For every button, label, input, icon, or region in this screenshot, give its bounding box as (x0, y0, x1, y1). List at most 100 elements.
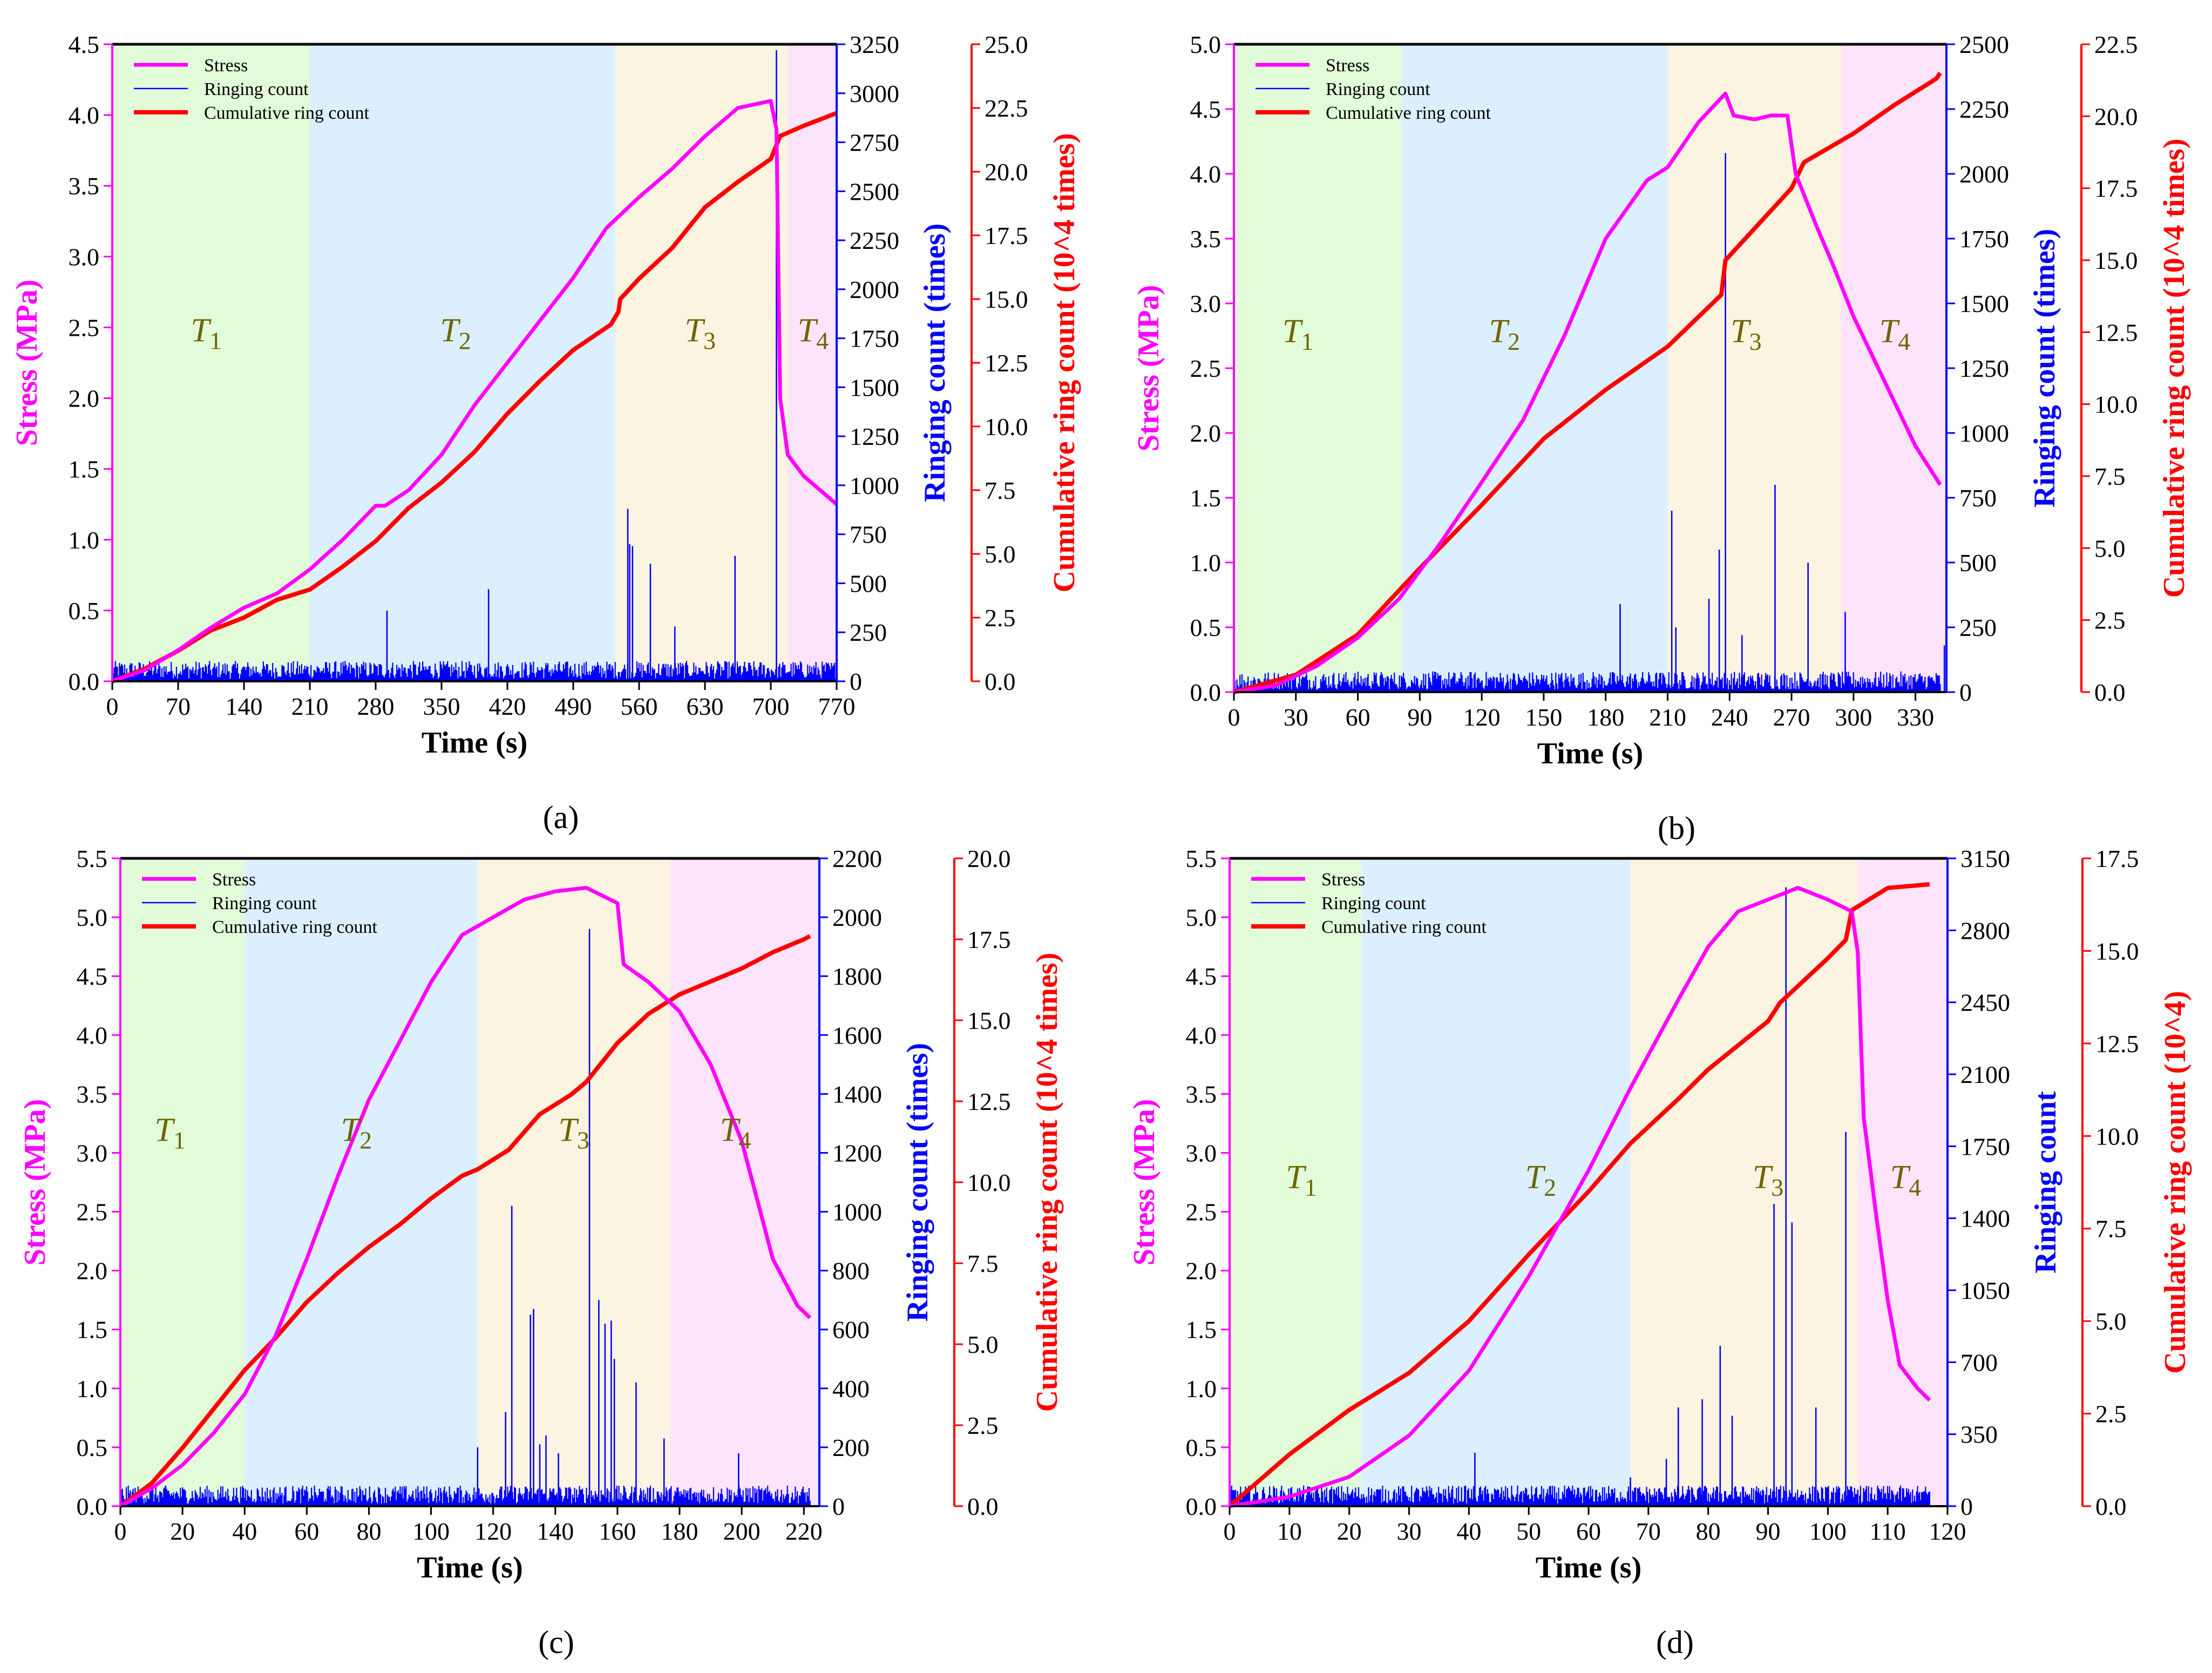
stage-band-t4 (1841, 44, 1946, 692)
ringing-tick-label: 200 (832, 1434, 870, 1461)
x-tick-label: 240 (1711, 703, 1748, 731)
stage-label: T3 (559, 1112, 589, 1154)
x-tick-label: 560 (621, 693, 658, 720)
legend-label: Stress (1326, 56, 1369, 76)
ringing-tick-label: 1400 (832, 1080, 882, 1108)
stress-line (111, 99, 838, 683)
ringing-axis-title: Ringing count (times) (2028, 229, 2061, 507)
stress-tick-label: 5.5 (1186, 845, 1217, 872)
legend-label: Stress (1321, 870, 1365, 890)
stress-tick-label: 5.0 (77, 904, 108, 931)
stage-band-t1 (120, 858, 245, 1506)
chart-panel-4: T1 T2 T3 T4 0 10 20 30 40 50 60 70 80 90 100 110 120 Time… (1128, 845, 2192, 1660)
stress-axis-title: Stress (MPa) (1128, 1099, 1161, 1265)
panel-label: (a) (543, 800, 579, 835)
x-tick-label: 300 (1835, 703, 1872, 731)
cumulative-tick-label: 22.5 (2094, 31, 2138, 58)
cumulative-tick-label: 10.0 (2095, 1122, 2139, 1150)
x-tick-label: 60 (294, 1518, 319, 1545)
stress-tick-label: 4.0 (1190, 160, 1222, 188)
ringing-tick-label: 0 (850, 668, 862, 695)
x-tick-label: 120 (1929, 1518, 1966, 1545)
stress-tick-label: 3.5 (77, 1080, 108, 1108)
cumulative-tick-label: 0.0 (2094, 679, 2126, 706)
legend-label: Stress (212, 870, 256, 890)
x-tick-label: 10 (1277, 1518, 1302, 1545)
ringing-tick-label: 2000 (1959, 160, 2009, 188)
x-tick-label: 630 (687, 693, 724, 720)
ringing-tick-label: 2250 (850, 227, 899, 254)
stage-band-t4 (670, 858, 819, 1506)
stress-tick-label: 2.0 (77, 1257, 108, 1285)
stress-tick-label: 0.0 (77, 1493, 108, 1520)
x-tick-label: 70 (166, 693, 191, 720)
cumulative-tick-label: 17.5 (967, 926, 1011, 953)
cumulative-tick-label: 17.5 (985, 222, 1028, 249)
x-tick-label: 270 (1773, 703, 1810, 731)
cumulative-tick-label: 0.0 (985, 668, 1016, 695)
cumulative-tick-label: 25.0 (985, 31, 1028, 58)
x-tick-label: 350 (423, 693, 460, 720)
ringing-tick-label: 1250 (1959, 355, 2009, 382)
stress-tick-label: 4.0 (1186, 1021, 1217, 1049)
cumulative-tick-label: 15.0 (967, 1007, 1011, 1034)
stage-label: T1 (1286, 1159, 1317, 1201)
ringing-tick-label: 0 (1960, 1493, 1973, 1520)
legend-label: Cumulative ring count (1321, 917, 1487, 937)
ringing-tick-label: 1200 (832, 1139, 882, 1167)
stage-label: T4 (1890, 1159, 1921, 1201)
stress-tick-label: 5.0 (1186, 904, 1217, 931)
cumulative-axis-title: Cumulative ring count (10^4 times) (1048, 133, 1081, 593)
stress-tick-label: 0.5 (1186, 1434, 1217, 1461)
stage-label: T3 (1753, 1159, 1783, 1201)
stress-tick-label: 1.0 (77, 1375, 108, 1403)
ringing-tick-label: 600 (832, 1316, 870, 1344)
x-tick-label: 20 (1337, 1518, 1362, 1545)
x-tick-label: 50 (1516, 1518, 1541, 1545)
stress-tick-label: 1.0 (1186, 1375, 1217, 1403)
stress-tick-label: 1.0 (1190, 549, 1222, 577)
x-tick-label: 100 (1809, 1518, 1847, 1545)
chart-panel-2: T1 T2 T3 T4 0 30 60 90 120 150 180 210 240 270 300 330 T… (1132, 31, 2191, 846)
stress-tick-label: 3.0 (69, 243, 100, 270)
stage-band-t2 (310, 44, 616, 681)
stress-tick-label: 5.0 (1190, 31, 1222, 58)
ringing-tick-label: 2500 (1959, 31, 2009, 58)
cumulative-tick-label: 10.0 (985, 413, 1028, 441)
stage-band-t4 (788, 44, 837, 681)
cumulative-tick-label: 2.5 (2094, 607, 2126, 634)
stress-tick-label: 1.5 (69, 456, 100, 483)
cumulative-ring-count-line (1233, 71, 1942, 694)
cumulative-tick-label: 20.0 (2094, 103, 2138, 130)
x-tick-label: 120 (474, 1518, 512, 1545)
ringing-tick-label: 2250 (1959, 96, 2009, 123)
x-tick-label: 40 (1456, 1518, 1481, 1545)
stress-tick-label: 1.5 (1190, 484, 1222, 512)
x-tick-label: 490 (555, 693, 592, 720)
ringing-tick-label: 250 (1959, 614, 1997, 641)
x-tick-label: 80 (1696, 1518, 1721, 1545)
legend-label: Ringing count (1326, 79, 1430, 99)
x-axis-title: Time (s) (1536, 1551, 1642, 1584)
x-tick-label: 180 (1587, 703, 1624, 731)
stage-band-t3 (615, 44, 788, 681)
stress-tick-label: 3.5 (69, 172, 100, 200)
stress-tick-label: 2.5 (1186, 1198, 1217, 1226)
stress-tick-label: 3.0 (1190, 290, 1222, 317)
x-tick-label: 140 (537, 1518, 574, 1545)
stress-tick-label: 3.0 (1186, 1139, 1217, 1167)
stress-tick-label: 3.5 (1190, 225, 1222, 253)
cumulative-tick-label: 12.5 (2095, 1030, 2139, 1058)
panel-label: (d) (1656, 1624, 1694, 1660)
stage-label: T4 (798, 313, 829, 355)
cumulative-ring-count-line (111, 111, 838, 683)
ringing-tick-label: 2750 (850, 129, 899, 157)
ringing-tick-label: 1000 (832, 1198, 882, 1226)
ringing-tick-label: 1400 (1960, 1205, 2010, 1232)
stage-band-t3 (477, 858, 670, 1506)
cumulative-tick-label: 10.0 (967, 1169, 1011, 1196)
ringing-tick-label: 2450 (1960, 989, 2010, 1017)
legend-label: Ringing count (1321, 893, 1426, 913)
cumulative-tick-label: 15.0 (985, 286, 1028, 313)
stage-label: T2 (440, 313, 471, 355)
